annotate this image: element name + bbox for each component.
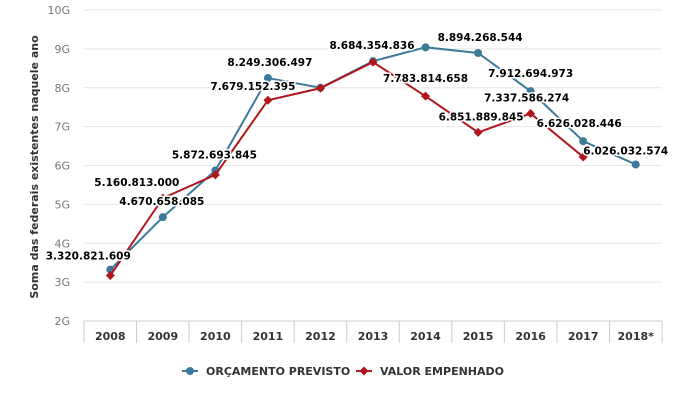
x-tick-label: 2012 (305, 330, 336, 343)
data-label-halo: 5.160.813.000 (94, 177, 179, 189)
data-label: 6.626.028.446 (537, 118, 622, 130)
data-label: 4.670.658.085 (119, 196, 204, 208)
data-label-halo: 6.026.032.574 (583, 145, 668, 157)
data-label-halo: 6.626.028.446 (537, 118, 622, 130)
data-label-halo: 5.872.693.845 (172, 149, 257, 161)
data-label: 7.783.814.658 (383, 73, 468, 85)
data-point[interactable] (578, 152, 588, 162)
data-label-halo: 8.249.306.497 (227, 57, 312, 69)
data-label-halo: 6.851.889.845 (439, 111, 524, 123)
data-point[interactable] (368, 57, 378, 67)
data-label: 7.679.152.395 (210, 81, 295, 93)
legend-label: VALOR EMPENHADO (380, 365, 504, 378)
data-point[interactable] (473, 127, 483, 137)
data-point[interactable] (158, 213, 167, 222)
data-label: 3.320.821.609 (46, 251, 131, 263)
data-label: 7.912.694.973 (488, 68, 573, 80)
data-labels: 3.320.821.6093.320.821.6094.670.658.0854… (44, 30, 669, 264)
data-label-halo: 8.894.268.544 (438, 32, 523, 44)
data-point[interactable] (421, 91, 431, 101)
y-tick-label: 7G (54, 121, 70, 134)
y-axis-title: Soma das federais existentes naquele ano (28, 35, 41, 299)
data-label: 8.684.354.836 (329, 40, 414, 52)
data-point[interactable] (526, 109, 536, 119)
data-point[interactable] (210, 170, 220, 180)
data-point[interactable] (315, 83, 325, 93)
x-tick-label: 2015 (463, 330, 494, 343)
gridlines (84, 9, 662, 322)
series-line-valor-empenhado (109, 60, 584, 277)
data-point[interactable] (631, 160, 640, 169)
data-point[interactable] (474, 48, 483, 57)
legend-item-orcamento-previsto[interactable]: ORÇAMENTO PREVISTO (182, 365, 350, 378)
data-label: 5.872.693.845 (172, 149, 257, 161)
data-point[interactable] (158, 193, 168, 203)
data-point[interactable] (579, 137, 588, 146)
data-label-halo: 7.912.694.973 (488, 68, 573, 80)
y-tick-label: 10G (47, 4, 70, 17)
data-label-halo: 7.337.586.274 (484, 93, 569, 105)
y-tick-label: 3G (54, 276, 70, 289)
x-axis: 2008 2009 2010 2011 2012 2013 2014 2015 2016 2017… (83, 321, 663, 343)
y-tick-label: 5G (54, 198, 70, 211)
y-tick-label: 4G (54, 237, 70, 250)
y-tick-label: 8G (54, 82, 70, 95)
data-label-halo: 8.684.354.836 (329, 40, 414, 52)
x-tick-label: 2014 (410, 330, 441, 343)
data-point[interactable] (263, 74, 272, 83)
x-tick-label: 2009 (148, 330, 179, 343)
x-tick-label: 2011 (253, 330, 284, 343)
data-label: 8.894.268.544 (438, 32, 523, 44)
data-label-halo: 3.320.821.609 (46, 251, 131, 263)
x-tick-label: 2010 (200, 330, 231, 343)
data-label: 8.249.306.497 (227, 57, 312, 69)
data-point[interactable] (105, 271, 115, 281)
x-tick-label: 2008 (95, 330, 126, 343)
x-tick-label: 2016 (515, 330, 546, 343)
y-tick-label: 6G (54, 160, 70, 173)
data-label-halo: 4.670.658.085 (119, 196, 204, 208)
series-group (105, 43, 640, 281)
data-point[interactable] (263, 95, 273, 105)
x-tick-label: 2013 (358, 330, 389, 343)
x-tick-label: 2017 (568, 330, 599, 343)
legend-marker (359, 366, 369, 376)
data-label-halo: 7.679.152.395 (210, 81, 295, 93)
legend-label: ORÇAMENTO PREVISTO (206, 365, 350, 378)
data-label: 5.160.813.000 (94, 177, 179, 189)
x-tick-label: 2018* (618, 330, 655, 343)
data-label-halo: 7.783.814.658 (383, 73, 468, 85)
y-tick-label: 9G (54, 43, 70, 56)
legend[interactable]: ORÇAMENTO PREVISTO VALOR EMPENHADO (182, 365, 504, 378)
data-point[interactable] (421, 43, 430, 52)
data-label: 7.337.586.274 (484, 93, 569, 105)
legend-marker (186, 367, 194, 375)
data-label: 6.851.889.845 (439, 111, 524, 123)
data-point[interactable] (526, 87, 535, 96)
data-label: 6.026.032.574 (583, 145, 668, 157)
legend-item-valor-empenhado[interactable]: VALOR EMPENHADO (356, 365, 504, 378)
y-tick-label: 2G (54, 315, 70, 328)
y-tick-labels: 2G 3G 4G 5G 6G 7G 8G 9G 10G (47, 4, 70, 328)
